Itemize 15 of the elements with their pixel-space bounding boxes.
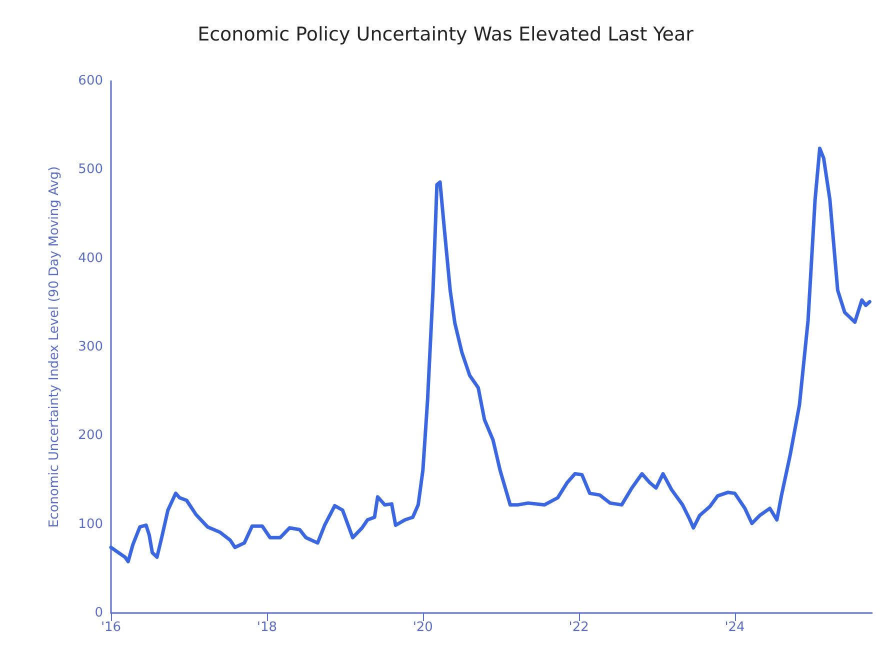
y-tick-label: 500 (78, 162, 103, 178)
x-tick-label: '20 (412, 620, 433, 635)
chart-title: Economic Policy Uncertainty Was Elevated Last Year (198, 24, 694, 46)
y-tick-label: 600 (78, 74, 103, 88)
y-tick-label: 0 (94, 606, 103, 620)
x-tick-label: '16 (100, 620, 122, 635)
x-tick-label: '22 (568, 620, 589, 635)
y-tick-label: 300 (78, 340, 103, 354)
line-series (109, 146, 872, 564)
x-tick-label: '24 (724, 620, 745, 635)
y-tick-label: 200 (78, 428, 103, 444)
y-tick-label: 400 (78, 250, 103, 266)
y-axis-title: Economic Uncertainty Index Level (90 Day Moving Avg) (47, 166, 62, 528)
y-tick-label: 100 (78, 516, 103, 532)
x-tick-label: '18 (256, 620, 278, 635)
